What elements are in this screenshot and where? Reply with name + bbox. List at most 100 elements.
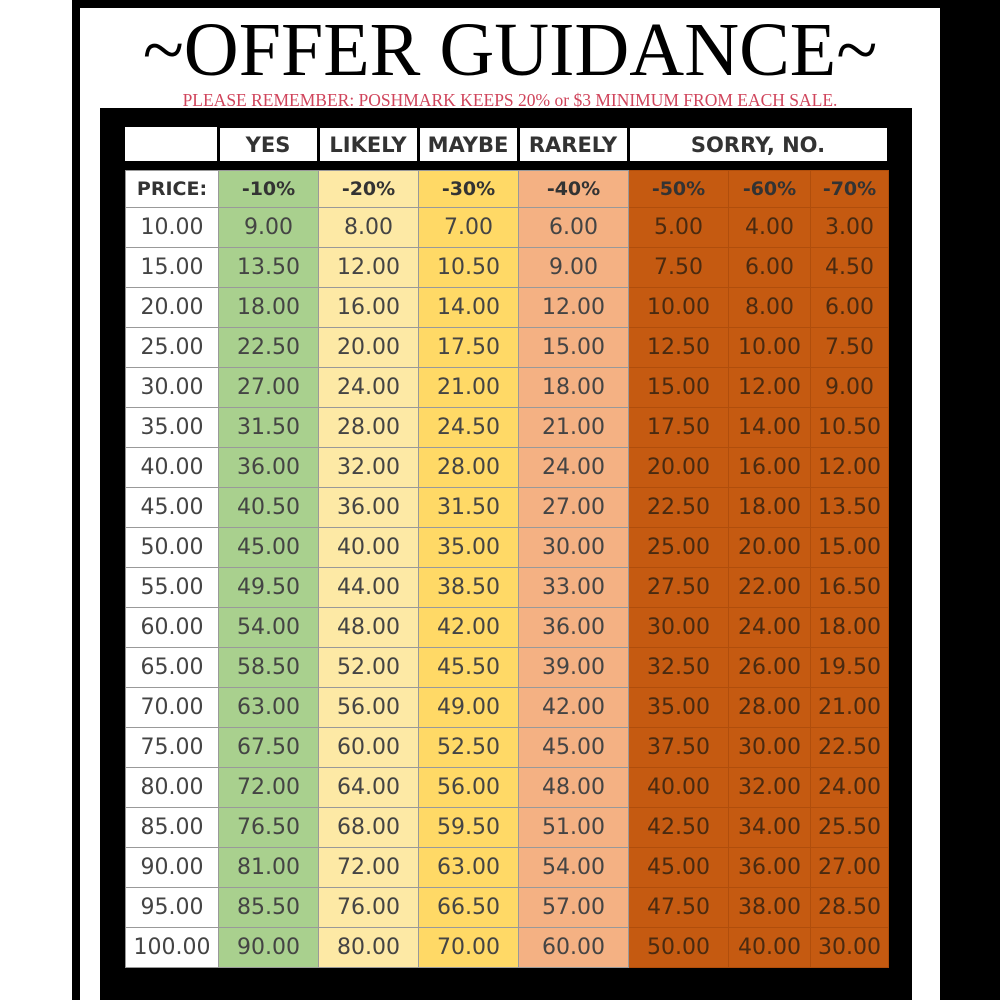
offer-cell: 22.50 bbox=[218, 327, 319, 368]
price-cell: 15.00 bbox=[125, 247, 219, 288]
table-row: 35.00 31.50 28.00 24.50 21.00 17.50 14.00 10.50 bbox=[125, 407, 889, 448]
offer-cell: 45.00 bbox=[628, 847, 729, 888]
table-row: 100.00 90.00 80.00 70.00 60.00 50.00 40.00 30.0… bbox=[125, 927, 889, 968]
offer-cell: 34.00 bbox=[728, 807, 811, 848]
offer-cell: 10.50 bbox=[418, 247, 519, 288]
offer-cell: 20.00 bbox=[318, 327, 419, 368]
offer-cell: 32.50 bbox=[628, 647, 729, 688]
offer-cell: 67.50 bbox=[218, 727, 319, 768]
offer-cell: 28.00 bbox=[418, 447, 519, 488]
offer-cell: 38.50 bbox=[418, 567, 519, 608]
offer-cell: 40.50 bbox=[218, 487, 319, 528]
offer-cell: 27.00 bbox=[810, 847, 889, 888]
price-cell: 80.00 bbox=[125, 767, 219, 808]
offer-cell: 80.00 bbox=[318, 927, 419, 968]
offer-cell: 72.00 bbox=[218, 767, 319, 808]
offer-cell: 42.00 bbox=[418, 607, 519, 648]
offer-cell: 66.50 bbox=[418, 887, 519, 928]
offer-cell: 9.00 bbox=[518, 247, 629, 288]
offer-cell: 63.00 bbox=[418, 847, 519, 888]
offer-cell: 90.00 bbox=[218, 927, 319, 968]
offer-cell: 6.00 bbox=[810, 287, 889, 328]
table-row: 45.00 40.50 36.00 31.50 27.00 22.50 18.00 13.50 bbox=[125, 487, 889, 528]
price-cell: 55.00 bbox=[125, 567, 219, 608]
offer-cell: 45.00 bbox=[218, 527, 319, 568]
table-row: 90.00 81.00 72.00 63.00 54.00 45.00 36.00 27.00 bbox=[125, 847, 889, 888]
price-cell: 30.00 bbox=[125, 367, 219, 408]
group-label: RARELY bbox=[516, 125, 630, 164]
offer-cell: 64.00 bbox=[318, 767, 419, 808]
offer-cell: 15.00 bbox=[628, 367, 729, 408]
group-label: SORRY, NO. bbox=[626, 125, 890, 164]
column-header: -70% bbox=[810, 170, 889, 208]
table-row: 75.00 67.50 60.00 52.50 45.00 37.50 30.00 22.50 bbox=[125, 727, 889, 768]
price-cell: 25.00 bbox=[125, 327, 219, 368]
offer-cell: 36.00 bbox=[218, 447, 319, 488]
offer-cell: 68.00 bbox=[318, 807, 419, 848]
offer-cell: 22.50 bbox=[810, 727, 889, 768]
price-cell: 95.00 bbox=[125, 887, 219, 928]
price-cell: 85.00 bbox=[125, 807, 219, 848]
offer-cell: 35.00 bbox=[418, 527, 519, 568]
offer-cell: 5.00 bbox=[628, 207, 729, 248]
offer-cell: 15.00 bbox=[518, 327, 629, 368]
offer-cell: 37.50 bbox=[628, 727, 729, 768]
offer-cell: 27.50 bbox=[628, 567, 729, 608]
subtitle: PLEASE REMEMBER: POSHMARK KEEPS 20% or $… bbox=[182, 90, 838, 110]
offer-cell: 22.50 bbox=[628, 487, 729, 528]
offer-cell: 76.50 bbox=[218, 807, 319, 848]
offer-cell: 21.00 bbox=[810, 687, 889, 728]
offer-cell: 33.00 bbox=[518, 567, 629, 608]
offer-cell: 56.00 bbox=[418, 767, 519, 808]
offer-cell: 60.00 bbox=[318, 727, 419, 768]
offer-cell: 36.00 bbox=[728, 847, 811, 888]
table-row: 20.00 18.00 16.00 14.00 12.00 10.00 8.00 6.00 bbox=[125, 287, 889, 328]
offer-cell: 7.50 bbox=[810, 327, 889, 368]
table-row: 95.00 85.50 76.00 66.50 57.00 47.50 38.00 28.50 bbox=[125, 887, 889, 928]
offer-cell: 18.00 bbox=[728, 487, 811, 528]
column-header: -20% bbox=[318, 170, 419, 208]
price-cell: 50.00 bbox=[125, 527, 219, 568]
offer-cell: 24.00 bbox=[728, 607, 811, 648]
offer-cell: 49.00 bbox=[418, 687, 519, 728]
group-label: MAYBE bbox=[416, 125, 520, 164]
table-row: 40.00 36.00 32.00 28.00 24.00 20.00 16.00 12.00 bbox=[125, 447, 889, 488]
group-row: YES LIKELY MAYBE RARELY SORRY, NO. bbox=[125, 125, 890, 164]
offer-cell: 4.00 bbox=[728, 207, 811, 248]
offer-cell: 31.50 bbox=[418, 487, 519, 528]
offer-cell: 52.50 bbox=[418, 727, 519, 768]
offer-cell: 42.50 bbox=[628, 807, 729, 848]
table-row: 70.00 63.00 56.00 49.00 42.00 35.00 28.00 21.00 bbox=[125, 687, 889, 728]
offer-cell: 8.00 bbox=[728, 287, 811, 328]
offer-cell: 25.00 bbox=[628, 527, 729, 568]
offer-cell: 27.00 bbox=[518, 487, 629, 528]
offer-cell: 10.00 bbox=[628, 287, 729, 328]
offer-cell: 7.00 bbox=[418, 207, 519, 248]
column-header: -50% bbox=[628, 170, 729, 208]
offer-cell: 10.00 bbox=[728, 327, 811, 368]
offer-cell: 20.00 bbox=[728, 527, 811, 568]
price-cell: 10.00 bbox=[125, 207, 219, 248]
offer-cell: 63.00 bbox=[218, 687, 319, 728]
price-cell: 75.00 bbox=[125, 727, 219, 768]
offer-cell: 3.00 bbox=[810, 207, 889, 248]
price-cell: 20.00 bbox=[125, 287, 219, 328]
offer-cell: 32.00 bbox=[318, 447, 419, 488]
offer-cell: 56.00 bbox=[318, 687, 419, 728]
offer-cell: 27.00 bbox=[218, 367, 319, 408]
offer-cell: 12.00 bbox=[318, 247, 419, 288]
offer-cell: 54.00 bbox=[518, 847, 629, 888]
offer-cell: 40.00 bbox=[318, 527, 419, 568]
offer-cell: 28.00 bbox=[728, 687, 811, 728]
offer-cell: 31.50 bbox=[218, 407, 319, 448]
offer-cell: 30.00 bbox=[728, 727, 811, 768]
price-cell: 40.00 bbox=[125, 447, 219, 488]
table-row: 25.00 22.50 20.00 17.50 15.00 12.50 10.00 7.50 bbox=[125, 327, 889, 368]
offer-cell: 13.50 bbox=[810, 487, 889, 528]
offer-cell: 12.00 bbox=[810, 447, 889, 488]
offer-cell: 39.00 bbox=[518, 647, 629, 688]
price-cell: 45.00 bbox=[125, 487, 219, 528]
offer-cell: 4.50 bbox=[810, 247, 889, 288]
offer-cell: 59.50 bbox=[418, 807, 519, 848]
offer-cell: 25.50 bbox=[810, 807, 889, 848]
